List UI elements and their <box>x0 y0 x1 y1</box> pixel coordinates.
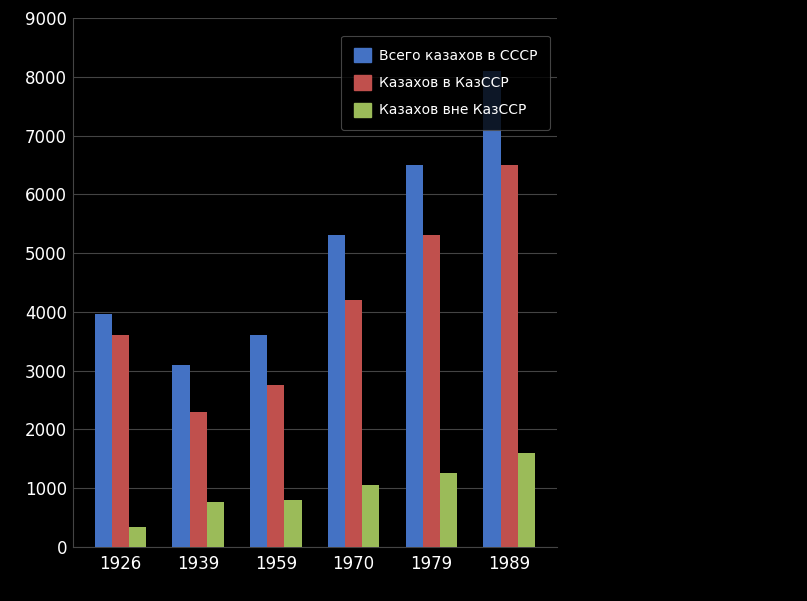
Bar <box>111 335 129 547</box>
Bar <box>173 365 190 547</box>
Bar <box>267 385 284 547</box>
Bar <box>500 165 518 547</box>
Bar <box>250 335 267 547</box>
Bar <box>440 473 457 547</box>
Bar <box>362 484 379 547</box>
Bar <box>284 500 302 547</box>
Bar <box>483 71 500 547</box>
Legend: Всего казахов в СССР, Казахов в КазССР, Казахов вне КазССР: Всего казахов в СССР, Казахов в КазССР, … <box>341 35 550 130</box>
Bar <box>406 165 423 547</box>
Bar <box>94 314 111 547</box>
Bar <box>190 412 207 547</box>
Bar <box>518 453 535 547</box>
Bar <box>328 236 345 547</box>
Bar <box>423 236 440 547</box>
Bar <box>345 300 362 547</box>
Bar <box>129 527 146 547</box>
Bar <box>207 502 224 547</box>
